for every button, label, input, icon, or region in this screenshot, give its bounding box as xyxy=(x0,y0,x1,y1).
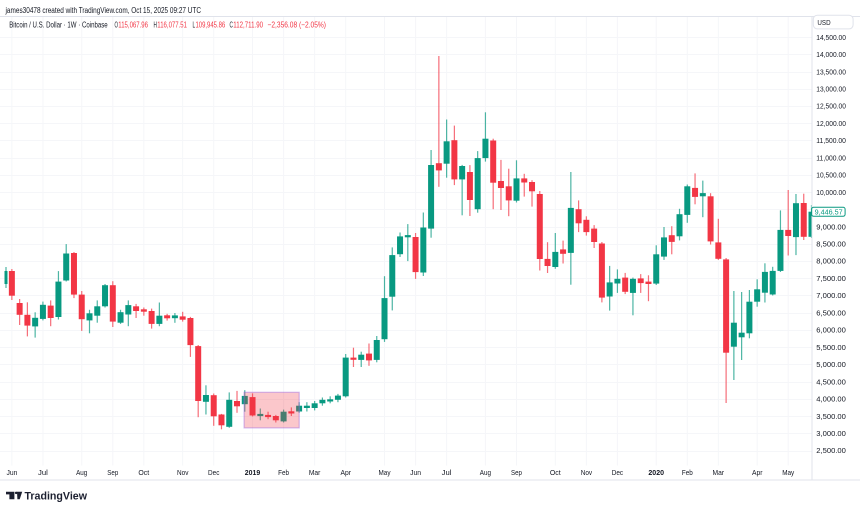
svg-text:6,000.00: 6,000.00 xyxy=(816,326,846,335)
svg-text:Dec: Dec xyxy=(208,468,220,477)
svg-text:Jun: Jun xyxy=(410,468,421,477)
svg-text:3,000.00: 3,000.00 xyxy=(816,429,846,438)
svg-text:Jul: Jul xyxy=(38,468,48,477)
svg-text:8,000.00: 8,000.00 xyxy=(816,257,846,266)
svg-text:Sep: Sep xyxy=(107,468,118,477)
svg-text:3,500.00: 3,500.00 xyxy=(816,412,846,421)
svg-text:12,500.00: 12,500.00 xyxy=(816,102,846,111)
svg-text:May: May xyxy=(782,468,794,477)
svg-text:14,500.00: 14,500.00 xyxy=(816,33,846,42)
svg-text:Nov: Nov xyxy=(177,468,189,477)
svg-text:Feb: Feb xyxy=(682,468,693,477)
svg-text:10,000.00: 10,000.00 xyxy=(816,188,846,197)
svg-text:11,000.00: 11,000.00 xyxy=(816,153,846,162)
svg-text:13,500.00: 13,500.00 xyxy=(816,67,846,76)
svg-text:5,000.00: 5,000.00 xyxy=(816,360,846,369)
svg-text:USD: USD xyxy=(817,18,831,27)
svg-text:Sep: Sep xyxy=(511,468,522,477)
svg-text:Apr: Apr xyxy=(340,468,351,477)
svg-text:james30478 created with Tradin: james30478 created with TradingView.com,… xyxy=(5,6,201,15)
svg-text:Mar: Mar xyxy=(309,468,321,477)
svg-text:2,500.00: 2,500.00 xyxy=(816,446,846,455)
svg-text:11,500.00: 11,500.00 xyxy=(816,136,846,145)
svg-text:Nov: Nov xyxy=(581,468,593,477)
svg-text:Feb: Feb xyxy=(278,468,289,477)
svg-text:Jun: Jun xyxy=(6,468,17,477)
svg-text:2019: 2019 xyxy=(245,468,260,477)
svg-text:12,000.00: 12,000.00 xyxy=(816,119,846,128)
svg-text:May: May xyxy=(379,468,391,477)
svg-text:8,500.00: 8,500.00 xyxy=(816,240,846,249)
svg-text:4,500.00: 4,500.00 xyxy=(816,377,846,386)
svg-text:Bitcoin / U.S. Dollar · 1W · C: Bitcoin / U.S. Dollar · 1W · Coinbase O11… xyxy=(9,20,326,29)
svg-text:9,446.57: 9,446.57 xyxy=(815,207,843,216)
svg-text:10,500.00: 10,500.00 xyxy=(816,171,846,180)
svg-text:Dec: Dec xyxy=(612,468,624,477)
svg-text:Aug: Aug xyxy=(480,468,491,477)
svg-text:2020: 2020 xyxy=(648,468,664,477)
svg-text:7,500.00: 7,500.00 xyxy=(816,274,846,283)
svg-text:5,500.00: 5,500.00 xyxy=(816,343,846,352)
svg-text:Oct: Oct xyxy=(138,468,150,477)
svg-text:6,500.00: 6,500.00 xyxy=(816,308,846,317)
svg-text:Oct: Oct xyxy=(550,468,562,477)
svg-text:13,000.00: 13,000.00 xyxy=(816,84,846,93)
svg-text:Jul: Jul xyxy=(442,468,452,477)
svg-text:7,000.00: 7,000.00 xyxy=(816,291,846,300)
svg-text:4,000.00: 4,000.00 xyxy=(816,395,846,404)
svg-text:Mar: Mar xyxy=(713,468,725,477)
svg-text:14,000.00: 14,000.00 xyxy=(816,50,846,59)
svg-text:9,000.00: 9,000.00 xyxy=(816,222,846,231)
svg-text:TradingView: TradingView xyxy=(25,491,88,503)
svg-text:Apr: Apr xyxy=(752,468,763,477)
svg-text:Aug: Aug xyxy=(76,468,87,477)
